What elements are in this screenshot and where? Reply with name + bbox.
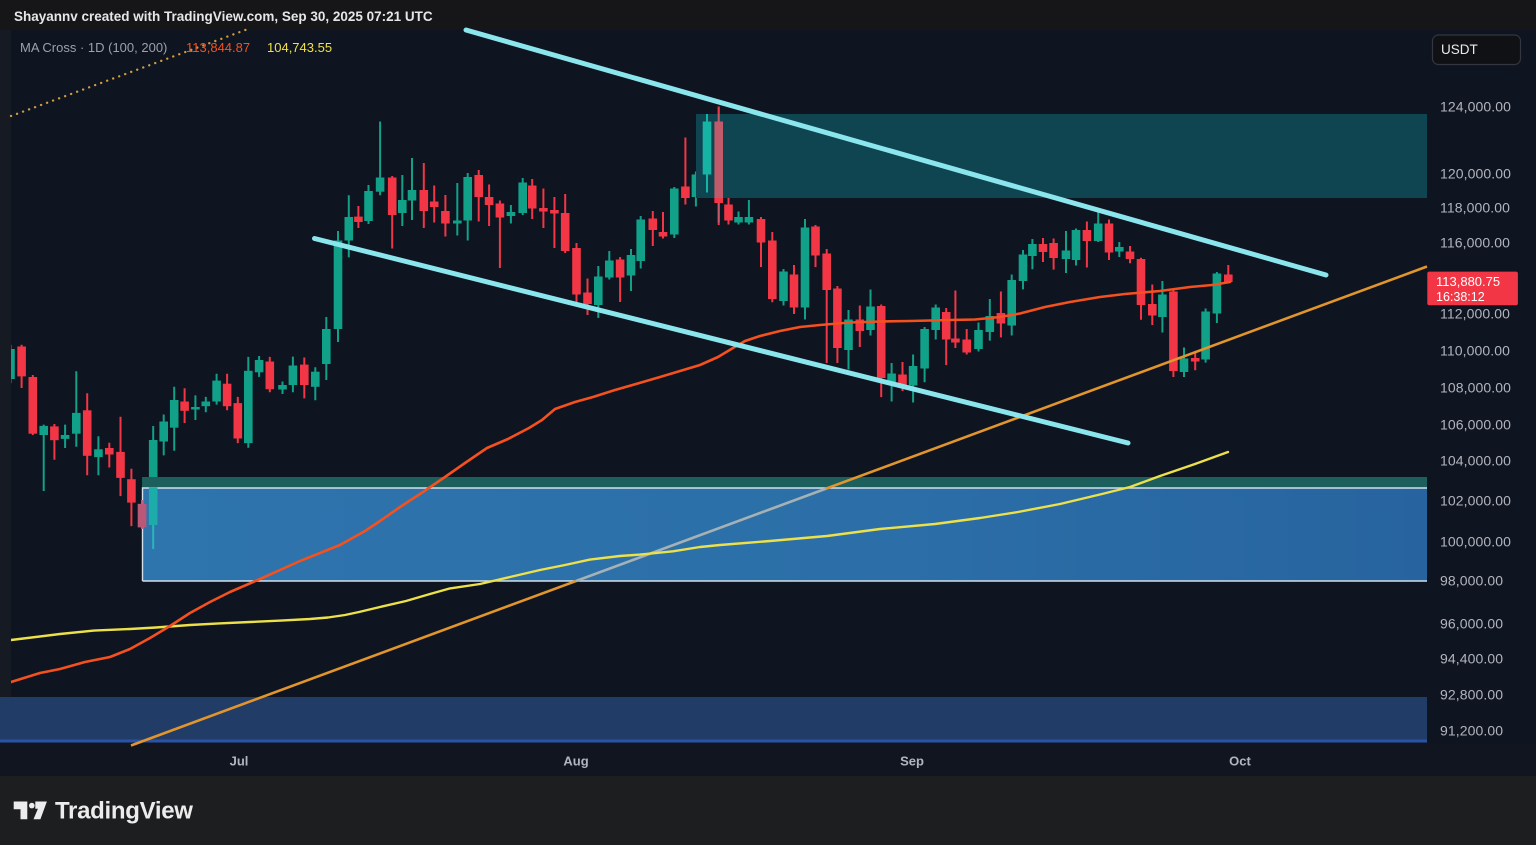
svg-text:110,000.00: 110,000.00 [1440,343,1510,359]
svg-text:Aug: Aug [563,754,588,769]
svg-text:98,000.00: 98,000.00 [1440,573,1503,589]
svg-text:116,000.00: 116,000.00 [1440,235,1510,251]
svg-text:92,800.00: 92,800.00 [1440,687,1503,703]
svg-text:100,000.00: 100,000.00 [1440,534,1511,550]
svg-text:120,000.00: 120,000.00 [1440,166,1511,182]
svg-text:Oct: Oct [1229,754,1251,769]
svg-text:113,880.75: 113,880.75 [1436,274,1500,289]
svg-text:104,743.55: 104,743.55 [267,40,332,55]
svg-text:106,000.00: 106,000.00 [1440,417,1511,433]
svg-text:102,000.00: 102,000.00 [1440,493,1511,509]
svg-text:124,000.00: 124,000.00 [1440,99,1511,115]
svg-text:Shayannv created with TradingV: Shayannv created with TradingView.com, S… [14,9,433,24]
svg-text:96,000.00: 96,000.00 [1440,616,1503,632]
svg-text:112,000.00: 112,000.00 [1440,306,1510,322]
svg-text:Jul: Jul [230,754,249,769]
svg-text:113,844.87: 113,844.87 [186,40,250,55]
svg-text:USDT: USDT [1441,42,1478,57]
svg-text:104,000.00: 104,000.00 [1440,453,1511,469]
svg-text:118,000.00: 118,000.00 [1440,200,1510,216]
svg-text:91,200.00: 91,200.00 [1440,723,1503,739]
svg-text:108,000.00: 108,000.00 [1440,380,1511,396]
svg-text:Sep: Sep [900,754,924,769]
svg-text:TradingView: TradingView [55,798,193,825]
svg-text:94,400.00: 94,400.00 [1440,651,1503,667]
svg-text:16:38:12: 16:38:12 [1436,290,1485,304]
svg-text:MA Cross · 1D (100, 200): MA Cross · 1D (100, 200) [20,40,167,55]
